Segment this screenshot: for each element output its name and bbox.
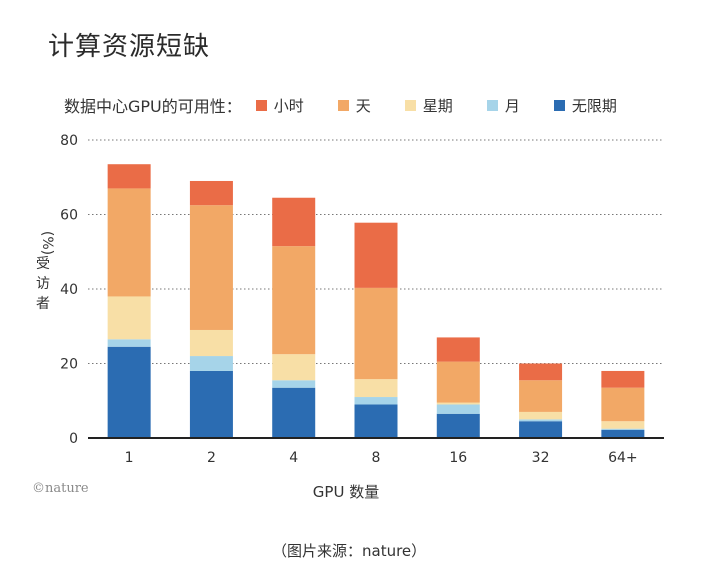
bar-segment — [354, 379, 398, 398]
bar-segment — [272, 246, 316, 355]
bar-segment — [436, 404, 480, 414]
legend-label: 天 — [355, 96, 371, 115]
legend-title: 数据中心GPU的可用性： — [64, 97, 242, 116]
bar-segment — [272, 197, 316, 247]
bar-segment — [272, 380, 316, 388]
y-tick-label: 0 — [69, 431, 78, 447]
bar-segment — [107, 296, 151, 340]
x-tick-label: 1 — [125, 450, 134, 466]
bar-segment — [354, 222, 398, 288]
y-tick-label: 80 — [60, 133, 78, 149]
bar-segment — [189, 180, 233, 206]
image-credit: （图片来源：nature） — [272, 542, 427, 560]
bar-segment — [601, 421, 645, 429]
y-axis-title-char: 者 — [36, 296, 50, 312]
bar-segment — [601, 428, 645, 430]
bar-segment — [107, 188, 151, 297]
bar-segment — [107, 164, 151, 189]
bar-segment — [436, 361, 480, 403]
legend-label: 月 — [504, 96, 520, 115]
legend-swatch — [486, 99, 498, 111]
y-axis-unit: (%) — [39, 231, 55, 255]
x-axis-title: GPU 数量 — [313, 483, 379, 501]
bar-segment — [436, 413, 480, 438]
bar-segment — [601, 387, 645, 422]
bar-segment — [189, 370, 233, 438]
legend-item: 星期 — [404, 95, 453, 116]
bar-segment — [189, 205, 233, 330]
bar-segment — [519, 363, 563, 381]
bar-segment — [107, 339, 151, 347]
bars — [107, 164, 645, 438]
y-axis-title-char: 访 — [36, 276, 50, 292]
bar-segment — [519, 421, 563, 438]
legend-item: 小时 — [255, 95, 304, 116]
legend: 数据中心GPU的可用性： 小时 天 星期 月 无限期 — [64, 93, 651, 117]
bar-segment — [519, 419, 563, 422]
bar-segment — [601, 429, 645, 438]
x-tick-label: 2 — [207, 450, 216, 466]
legend-item: 无限期 — [553, 95, 617, 116]
legend-swatch — [255, 99, 267, 111]
x-tick-label: 16 — [449, 450, 467, 466]
bar-segment — [354, 397, 398, 405]
legend-label: 星期 — [422, 96, 453, 115]
bar-segment — [601, 370, 645, 388]
bar-segment — [272, 387, 316, 438]
bar-segment — [436, 402, 480, 405]
bar-segment — [189, 329, 233, 357]
y-axis-title: 受访者 — [36, 256, 50, 312]
bar-segment — [519, 380, 563, 412]
legend-swatch — [404, 99, 416, 111]
y-tick-label: 60 — [60, 208, 78, 224]
x-tick-label: 4 — [289, 450, 298, 466]
bar-segment — [189, 356, 233, 371]
axes: 0 20 40 60 80 1 2 4 8 16 32 64+ — [60, 133, 664, 466]
x-tick-label: 64+ — [608, 450, 638, 466]
legend-swatch — [553, 99, 565, 111]
bar-segment — [354, 404, 398, 438]
nature-logo: ©nature — [32, 481, 89, 496]
x-tick-label: 32 — [532, 450, 550, 466]
y-tick-label: 40 — [60, 282, 78, 298]
y-tick-label: 20 — [60, 357, 78, 373]
legend-label: 无限期 — [571, 96, 617, 115]
legend-item: 天 — [337, 95, 371, 116]
legend-label: 小时 — [273, 96, 304, 115]
bar-segment — [107, 346, 151, 438]
bar-segment — [519, 411, 563, 420]
x-tick-label: 8 — [372, 450, 381, 466]
chart-title: 计算资源短缺 — [48, 32, 211, 62]
bar-segment — [436, 337, 480, 362]
legend-item: 月 — [486, 95, 520, 116]
bar-segment — [354, 287, 398, 380]
bar-segment — [272, 354, 316, 381]
legend-items: 小时 天 星期 月 无限期 — [255, 95, 651, 116]
y-axis-title-char: 受 — [36, 256, 50, 272]
legend-swatch — [337, 99, 349, 111]
